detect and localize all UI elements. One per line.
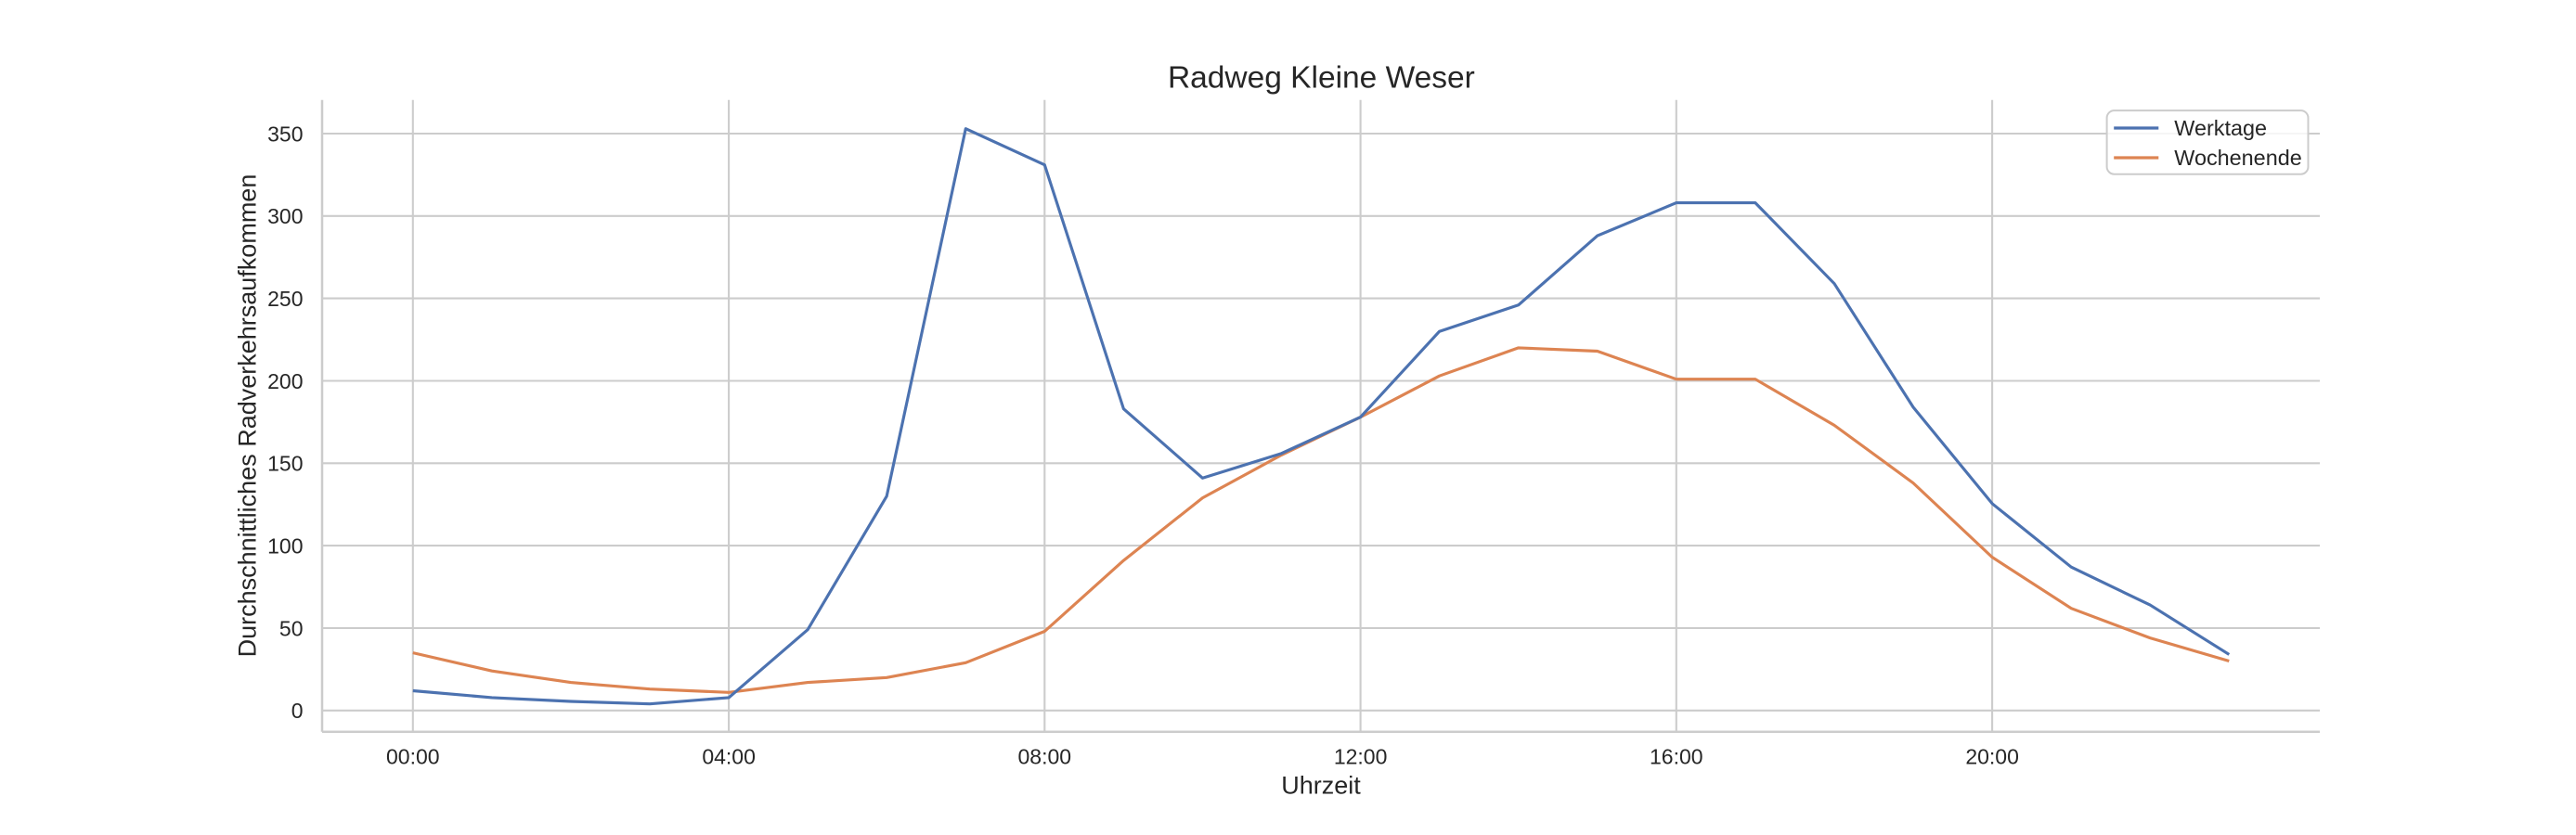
svg-text:20:00: 20:00	[1965, 745, 2019, 769]
svg-text:100: 100	[267, 533, 303, 558]
svg-text:16:00: 16:00	[1650, 745, 1703, 769]
svg-text:250: 250	[267, 287, 303, 311]
svg-text:Wochenende: Wochenende	[2174, 146, 2301, 170]
svg-text:50: 50	[279, 616, 304, 640]
svg-text:00:00: 00:00	[386, 745, 440, 769]
svg-text:08:00: 08:00	[1018, 745, 1072, 769]
svg-text:Radweg Kleine Weser: Radweg Kleine Weser	[1168, 60, 1475, 95]
svg-text:Uhrzeit: Uhrzeit	[1281, 772, 1361, 800]
svg-text:Durchschnittliches Radverkehrs: Durchschnittliches Radverkehrsaufkommen	[234, 174, 262, 658]
svg-text:04:00: 04:00	[702, 745, 756, 769]
svg-text:Werktage: Werktage	[2174, 116, 2267, 140]
svg-text:200: 200	[267, 369, 303, 393]
svg-text:150: 150	[267, 452, 303, 476]
svg-text:300: 300	[267, 204, 303, 228]
svg-text:12:00: 12:00	[1334, 745, 1388, 769]
svg-text:350: 350	[267, 122, 303, 146]
svg-text:0: 0	[291, 699, 304, 723]
